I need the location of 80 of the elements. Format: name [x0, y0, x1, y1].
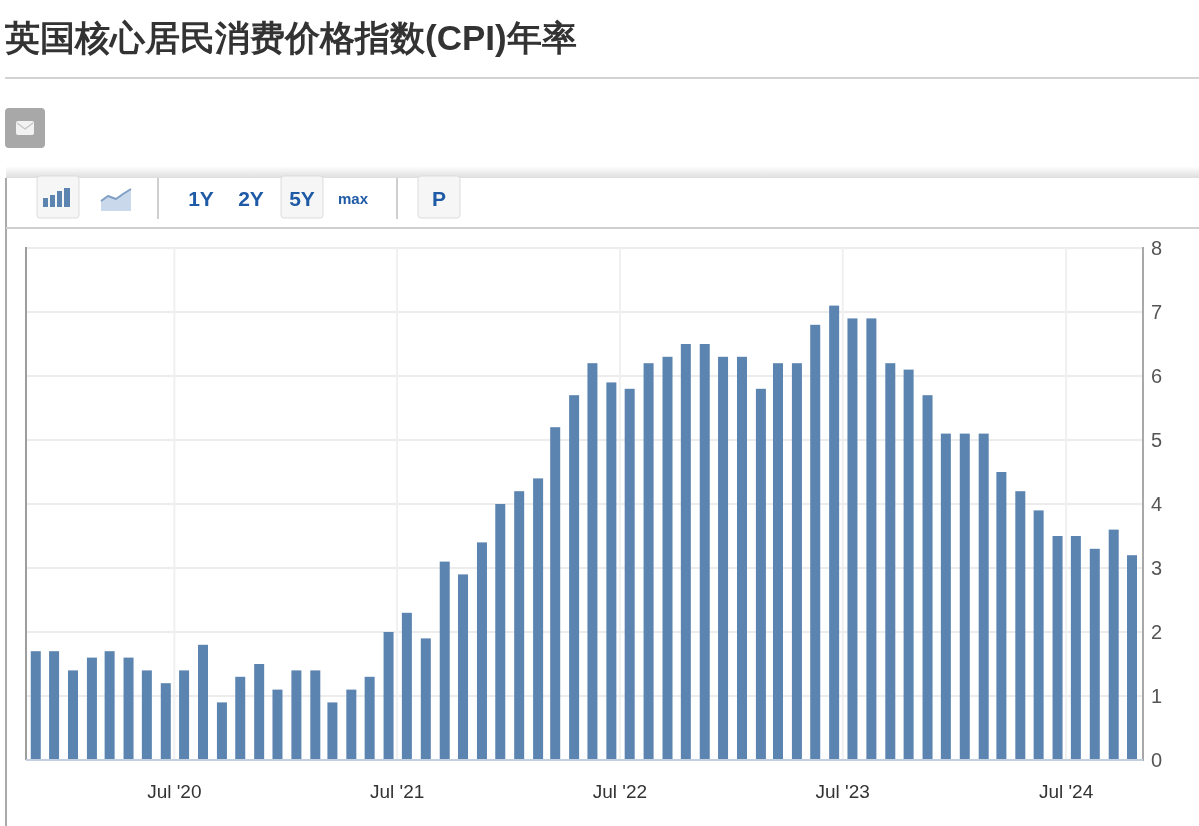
bar — [179, 670, 190, 760]
bar — [662, 356, 673, 760]
bar — [736, 356, 747, 760]
bar — [383, 632, 394, 760]
bar — [533, 478, 544, 760]
x-tick-label: Jul '23 — [815, 780, 870, 802]
bar — [718, 356, 729, 760]
bar — [327, 702, 338, 760]
bar — [141, 670, 152, 760]
bar — [1070, 536, 1081, 760]
bar — [1033, 510, 1044, 760]
bar — [123, 657, 134, 760]
bar — [420, 638, 431, 760]
bar — [978, 433, 989, 760]
bar — [216, 702, 227, 760]
bar — [922, 395, 933, 760]
y-tick-label: 2 — [1151, 621, 1163, 643]
y-tick-label: 8 — [1151, 237, 1163, 259]
bar — [30, 651, 41, 760]
bar — [643, 363, 654, 760]
bar — [791, 363, 802, 760]
button: P — [417, 175, 461, 219]
text: 2Y — [238, 186, 264, 210]
bar — [847, 318, 858, 760]
bar — [1015, 491, 1026, 760]
bar — [940, 433, 951, 760]
bar — [86, 657, 97, 760]
bar — [829, 305, 840, 760]
x-tick-label: Jul '20 — [147, 780, 202, 802]
text: max — [337, 189, 369, 207]
y-tick-label: 7 — [1151, 301, 1163, 323]
bar — [699, 344, 710, 760]
bar — [198, 644, 209, 760]
bar — [587, 363, 598, 760]
y-tick-label: 5 — [1151, 429, 1163, 451]
bar — [495, 504, 506, 760]
bar — [1127, 555, 1138, 760]
bar — [254, 664, 265, 760]
bar — [364, 676, 375, 760]
bar — [810, 324, 821, 760]
bar — [401, 612, 412, 760]
bar — [235, 676, 246, 760]
bar — [291, 670, 302, 760]
x-tick-label: Jul '24 — [1038, 780, 1094, 802]
bar — [104, 651, 115, 760]
bar — [49, 651, 60, 760]
bar — [866, 318, 877, 760]
bar — [885, 363, 896, 760]
bar — [476, 542, 487, 760]
button: 5Y — [280, 175, 324, 219]
bar — [624, 388, 635, 760]
bar — [550, 427, 561, 760]
bar — [903, 369, 914, 760]
bar — [1089, 548, 1100, 760]
x-tick-label: Jul '22 — [592, 780, 648, 802]
y-tick-label: 6 — [1151, 365, 1163, 387]
bar — [755, 388, 766, 760]
bar — [569, 395, 580, 760]
chart-title: 英国核心居民消费价格指数(CPI)年率 — [4, 18, 577, 57]
bar — [606, 382, 617, 760]
bar — [772, 363, 783, 760]
bar — [996, 472, 1007, 760]
bar — [160, 683, 171, 760]
y-tick-label: 3 — [1151, 557, 1163, 579]
x-tick-label: Jul '21 — [369, 780, 425, 802]
bar — [680, 344, 691, 760]
y-tick-label: 4 — [1151, 493, 1163, 515]
bar — [272, 689, 283, 760]
bar — [346, 689, 357, 760]
bar — [1052, 536, 1063, 760]
bar — [310, 670, 321, 760]
bar — [439, 561, 450, 760]
bar — [1108, 529, 1119, 760]
bar — [514, 491, 525, 760]
bar — [68, 670, 78, 760]
bar — [458, 574, 469, 760]
text: 1Y — [188, 186, 214, 210]
y-tick-label: 0 — [1151, 749, 1163, 771]
bar — [959, 433, 970, 760]
y-tick-label: 1 — [1151, 685, 1163, 707]
